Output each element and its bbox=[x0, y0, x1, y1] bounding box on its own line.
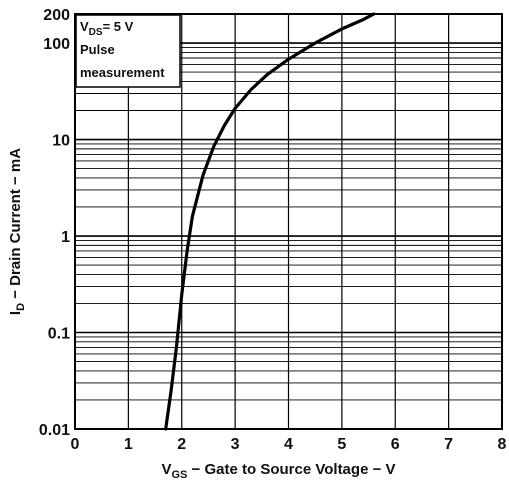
series-line bbox=[164, 12, 376, 431]
annotation-background bbox=[75, 14, 181, 88]
y-tick-label: 200 bbox=[43, 7, 70, 24]
y-tick-label: 100 bbox=[43, 36, 70, 53]
x-axis-label: VGS − Gate to Source Voltage − V bbox=[161, 461, 395, 481]
series-group bbox=[164, 12, 376, 431]
annotation-measurement: measurement bbox=[80, 65, 165, 80]
annotation-box: VDS= 5 V Pulse measurement bbox=[75, 14, 181, 88]
x-tick-label: 8 bbox=[498, 436, 507, 453]
x-tick-label: 2 bbox=[177, 436, 186, 453]
y-tick-label: 1 bbox=[61, 229, 70, 246]
x-tick-label: 5 bbox=[337, 436, 346, 453]
x-tick-label: 0 bbox=[71, 436, 80, 453]
y-tick-label: 0.01 bbox=[39, 422, 70, 439]
annotation-vds: VDS= 5 V bbox=[80, 19, 134, 38]
x-tick-label: 6 bbox=[391, 436, 400, 453]
annotation-pulse: Pulse bbox=[80, 42, 115, 57]
x-tick-label: 1 bbox=[124, 436, 133, 453]
tick-labels: 0 1 2 3 4 5 6 7 8 0.01 0.1 1 10 100 200 bbox=[39, 7, 507, 453]
y-tick-label: 0.1 bbox=[48, 326, 70, 343]
plot-frame bbox=[74, 13, 503, 430]
x-tick-label: 4 bbox=[284, 436, 293, 453]
y-tick-label: 10 bbox=[52, 133, 70, 150]
y-axis-label: ID − Drain Current − mA bbox=[7, 148, 27, 315]
x-tick-label: 3 bbox=[231, 436, 240, 453]
x-tick-label: 7 bbox=[444, 436, 453, 453]
grid bbox=[75, 13, 502, 430]
